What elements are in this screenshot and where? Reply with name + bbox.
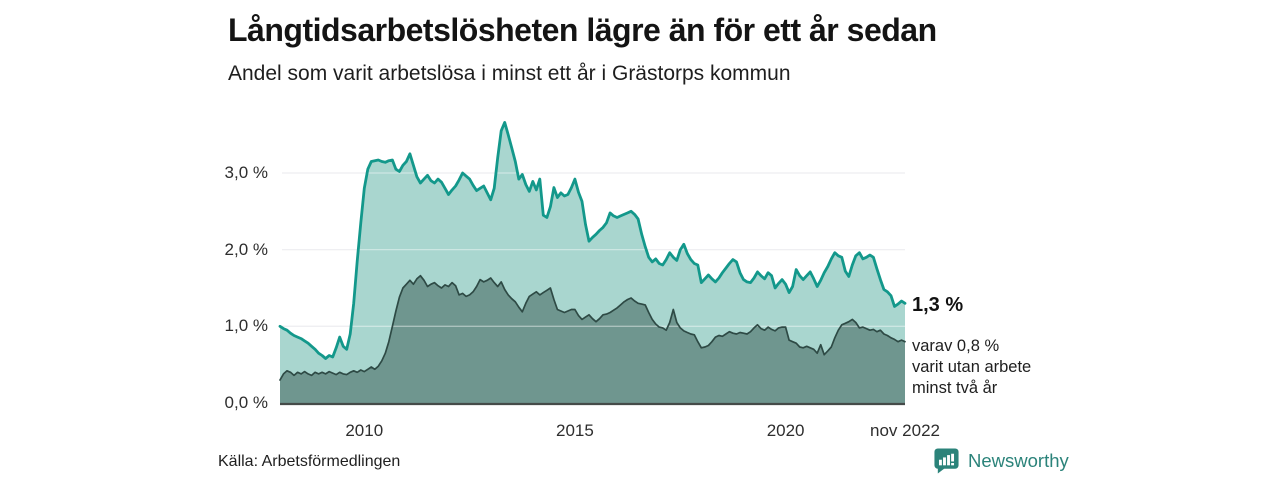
source-text: Källa: Arbetsförmedlingen	[218, 453, 401, 470]
annotation-note-line: minst två år	[912, 379, 998, 397]
page-title: Långtidsarbetslösheten lägre än för ett …	[228, 12, 937, 48]
x-axis-tick-label: 2015	[556, 421, 594, 440]
y-axis-tick-label: 0,0 %	[224, 393, 268, 412]
y-axis-tick-label: 3,0 %	[224, 162, 268, 182]
x-axis-tick-label: nov 2022	[870, 421, 940, 440]
y-axis-tick-label: 2,0 %	[224, 239, 268, 259]
newsworthy-logo-text: Newsworthy	[968, 449, 1069, 471]
annotation-note-line: varav 0,8 %	[912, 337, 1000, 355]
newsworthy-logo-icon	[934, 448, 959, 474]
page-subtitle: Andel som varit arbetslösa i minst ett å…	[228, 62, 791, 85]
y-axis-tick-label: 1,0 %	[224, 316, 268, 336]
latest-value-label: 1,3 %	[912, 294, 964, 316]
x-axis-tick-label: 2010	[345, 421, 384, 440]
x-axis-tick-label: 2020	[766, 421, 805, 440]
annotation-note-line: varit utan arbete	[912, 358, 1032, 376]
newsworthy-logo: Newsworthy	[933, 447, 1069, 474]
annotation-note: varav 0,8 % varit utan arbete minst två …	[912, 336, 1031, 399]
